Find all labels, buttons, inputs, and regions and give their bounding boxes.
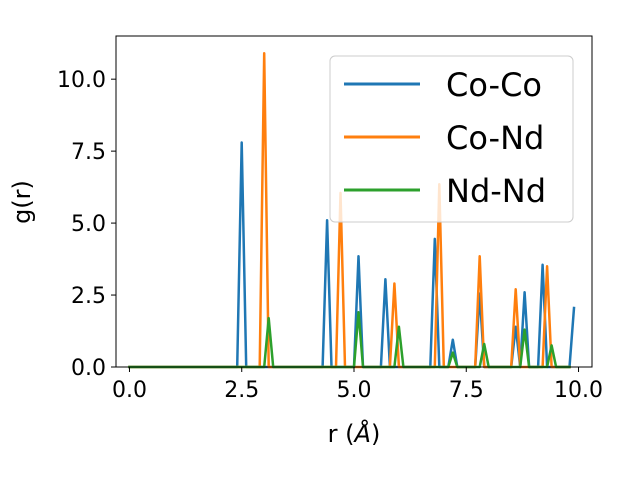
- y-tick-label: 2.5: [71, 284, 106, 309]
- x-axis: 0.0 2.5 5.0 7.5 10.0: [112, 367, 603, 403]
- y-tick-label: 10.0: [57, 68, 106, 93]
- legend-label-nd-nd: Nd-Nd: [446, 172, 546, 210]
- y-axis: 0.0 2.5 5.0 7.5 10.0: [57, 68, 116, 381]
- legend: Co-Co Co-Nd Nd-Nd: [329, 55, 574, 223]
- y-tick-label: 7.5: [71, 140, 106, 165]
- x-axis-label: r (Å): [328, 419, 381, 448]
- x-tick-label: 7.5: [449, 378, 484, 403]
- x-axis-label-unit: Å: [353, 419, 371, 448]
- x-tick-label: 2.5: [224, 378, 259, 403]
- x-tick-label: 0.0: [112, 378, 147, 403]
- y-tick-label: 0.0: [71, 356, 106, 381]
- legend-label-co-nd: Co-Nd: [446, 119, 544, 157]
- x-tick-label: 10.0: [554, 378, 603, 403]
- x-tick-label: 5.0: [337, 378, 372, 403]
- legend-box: [329, 55, 574, 223]
- legend-label-co-co: Co-Co: [446, 66, 542, 104]
- y-axis-label: g(r): [8, 180, 36, 224]
- y-tick-label: 5.0: [71, 212, 106, 237]
